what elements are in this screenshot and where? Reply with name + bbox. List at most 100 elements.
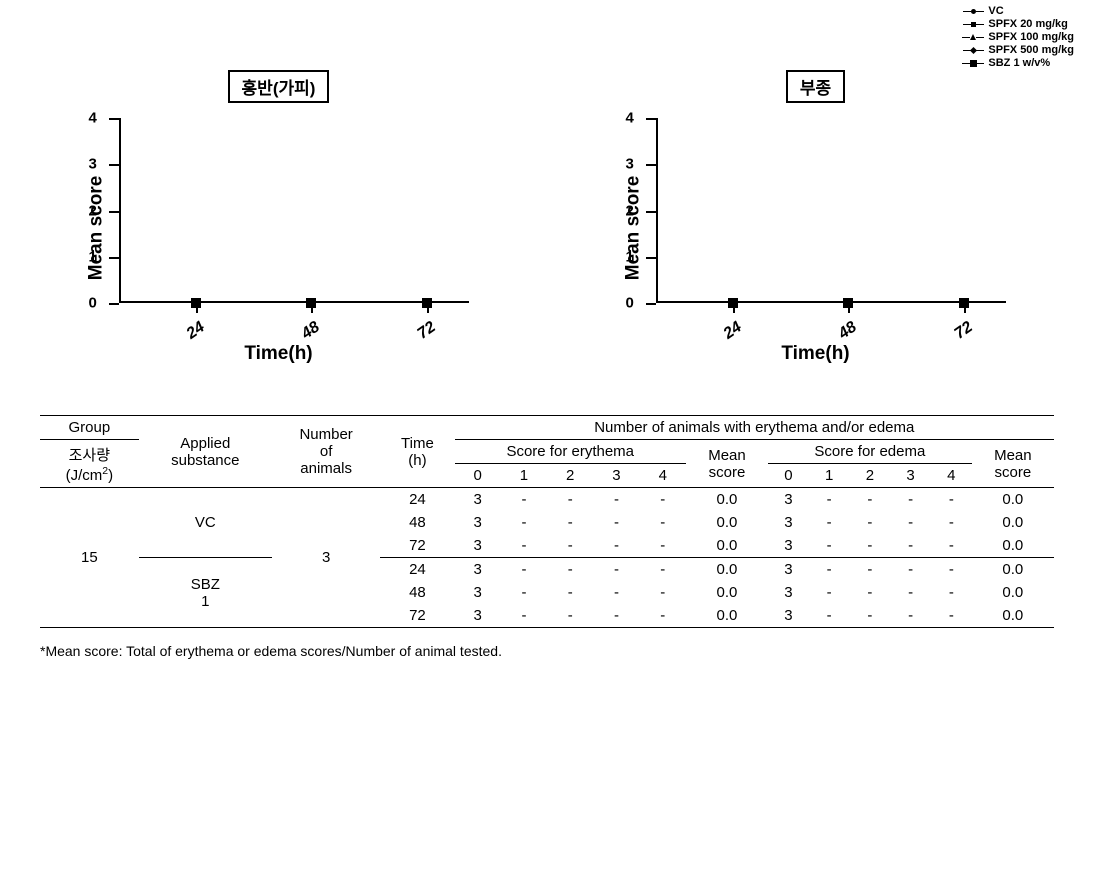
cell-erythema-score: -: [593, 558, 639, 582]
col-time: Time(h): [380, 416, 454, 488]
cell-erythema-score: -: [593, 488, 639, 512]
cell-erythema-score: -: [640, 581, 686, 604]
cell-edema-mean: 0.0: [972, 604, 1054, 628]
cell-edema-score: -: [850, 488, 891, 512]
col-score-level: 2: [547, 464, 593, 488]
cell-time: 48: [380, 581, 454, 604]
cell-edema-score: 3: [768, 488, 809, 512]
y-tick-label: 3: [626, 156, 634, 173]
cell-number-animals: 3: [272, 488, 380, 628]
cell-erythema-score: 3: [455, 534, 501, 558]
cell-edema-score: 3: [768, 558, 809, 582]
cell-erythema-score: -: [501, 581, 547, 604]
data-point: [191, 298, 201, 308]
cell-erythema-score: 3: [455, 581, 501, 604]
cell-edema-score: 3: [768, 511, 809, 534]
col-score-level: 3: [890, 464, 931, 488]
col-group: Group: [40, 416, 139, 440]
cell-erythema-score: 3: [455, 604, 501, 628]
cell-erythema-score: 3: [455, 511, 501, 534]
x-tick-label: 24: [720, 319, 745, 344]
legend-item: SPFX 500 mg/kg: [962, 44, 1074, 56]
cell-erythema-score: -: [640, 511, 686, 534]
cell-substance: SBZ1: [139, 558, 272, 628]
cell-edema-score: -: [890, 581, 931, 604]
col-score-level: 4: [931, 464, 972, 488]
cell-erythema-score: -: [501, 534, 547, 558]
x-tick-label: 24: [183, 319, 208, 344]
cell-erythema-score: -: [547, 581, 593, 604]
cell-edema-score: -: [809, 604, 850, 628]
cell-edema-score: -: [931, 581, 972, 604]
cell-edema-score: -: [809, 488, 850, 512]
col-score-level: 1: [501, 464, 547, 488]
y-axis-label: Mean score: [85, 176, 107, 281]
cell-erythema-score: -: [501, 604, 547, 628]
cell-time: 72: [380, 534, 454, 558]
legend-label: VC: [988, 5, 1003, 17]
col-score-level: 4: [640, 464, 686, 488]
square-icon: [962, 22, 984, 27]
col-score-level: 2: [850, 464, 891, 488]
cell-erythema-score: -: [640, 534, 686, 558]
cell-erythema-score: 3: [455, 558, 501, 582]
cell-edema-score: -: [809, 534, 850, 558]
cell-erythema-score: -: [547, 534, 593, 558]
col-score-edema: Score for edema: [768, 440, 972, 464]
col-mean-erythema: Meanscore: [686, 440, 768, 488]
col-score-level: 3: [593, 464, 639, 488]
cell-edema-score: -: [931, 511, 972, 534]
cell-erythema-score: -: [501, 558, 547, 582]
y-tick-label: 4: [89, 110, 97, 127]
cell-edema-mean: 0.0: [972, 558, 1054, 582]
cell-erythema-mean: 0.0: [686, 558, 768, 582]
chart-title: 부종: [786, 70, 845, 103]
col-score-level: 0: [768, 464, 809, 488]
cell-erythema-score: -: [640, 558, 686, 582]
cell-edema-score: -: [890, 604, 931, 628]
cell-erythema-mean: 0.0: [686, 604, 768, 628]
diamond-icon: [962, 48, 984, 53]
footnote: *Mean score: Total of erythema or edema …: [10, 638, 1084, 664]
cell-erythema-score: -: [593, 581, 639, 604]
data-table: GroupAppliedsubstanceNumberofanimalsTime…: [40, 415, 1054, 628]
chart-panel-edema: 부종 01234Mean score244872 Time(h): [567, 70, 1064, 365]
cell-erythema-mean: 0.0: [686, 581, 768, 604]
cell-edema-score: -: [850, 581, 891, 604]
cell-erythema-mean: 0.0: [686, 534, 768, 558]
cell-erythema-score: -: [501, 488, 547, 512]
chart-area: 01234Mean score244872: [64, 118, 494, 338]
cell-erythema-score: -: [547, 511, 593, 534]
charts-section: VCSPFX 20 mg/kgSPFX 100 mg/kgSPFX 500 mg…: [10, 10, 1084, 395]
cell-edema-score: -: [931, 534, 972, 558]
table-body: 15VC3243----0.03----0.0483----0.03----0.…: [40, 488, 1054, 628]
cell-edema-score: -: [890, 488, 931, 512]
y-tick-label: 4: [626, 110, 634, 127]
cell-erythema-score: -: [593, 511, 639, 534]
y-axis-label: Mean score: [622, 176, 644, 281]
col-score-level: 1: [809, 464, 850, 488]
col-number: Numberofanimals: [272, 416, 380, 488]
triangle-icon: [962, 34, 984, 40]
col-group-sub: 조사량(J/cm2): [40, 440, 139, 488]
cell-erythema-score: 3: [455, 488, 501, 512]
cell-edema-score: -: [850, 558, 891, 582]
data-point: [959, 298, 969, 308]
data-point: [306, 298, 316, 308]
data-point: [843, 298, 853, 308]
table-row: 15VC3243----0.03----0.0: [40, 488, 1054, 512]
cell-edema-score: -: [850, 604, 891, 628]
col-score-erythema: Score for erythema: [455, 440, 686, 464]
cell-edema-score: -: [890, 558, 931, 582]
cell-edema-score: -: [931, 604, 972, 628]
cell-erythema-score: -: [593, 534, 639, 558]
col-mean-edema: Meanscore: [972, 440, 1054, 488]
cell-erythema-score: -: [547, 604, 593, 628]
legend-item: SPFX 100 mg/kg: [962, 31, 1074, 43]
cell-time: 72: [380, 604, 454, 628]
cell-erythema-mean: 0.0: [686, 488, 768, 512]
x-tick-label: 72: [951, 319, 976, 344]
y-tick-label: 0: [89, 295, 97, 312]
cell-edema-mean: 0.0: [972, 581, 1054, 604]
data-point: [422, 298, 432, 308]
